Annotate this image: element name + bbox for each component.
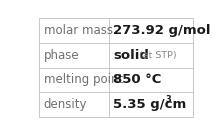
Text: molar mass: molar mass bbox=[44, 24, 113, 37]
Text: phase: phase bbox=[44, 49, 79, 62]
Text: 5.35 g/cm: 5.35 g/cm bbox=[113, 98, 186, 111]
Text: 3: 3 bbox=[165, 95, 171, 104]
Text: melting point: melting point bbox=[44, 73, 123, 86]
Text: density: density bbox=[44, 98, 87, 111]
Text: (at STP): (at STP) bbox=[139, 51, 177, 60]
Bar bbox=[39, 18, 193, 117]
Text: solid: solid bbox=[113, 49, 149, 62]
Text: 273.92 g/mol: 273.92 g/mol bbox=[113, 24, 211, 37]
Text: 850 °C: 850 °C bbox=[113, 73, 161, 86]
